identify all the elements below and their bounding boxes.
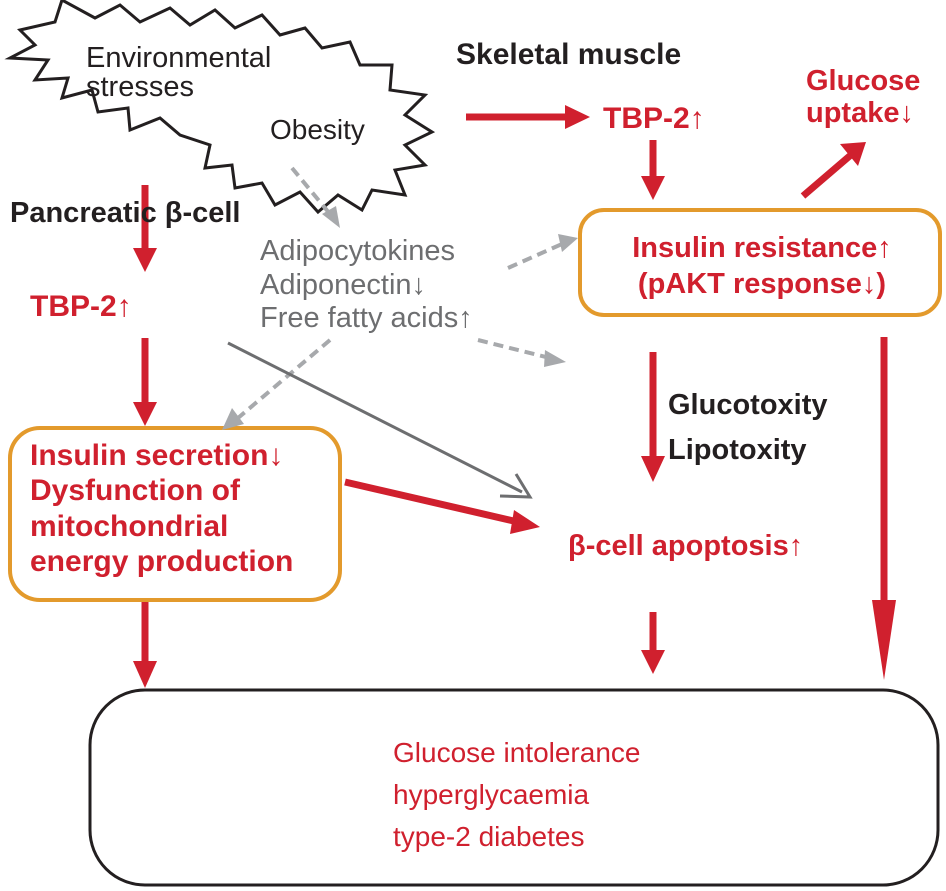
pancreas-tbp2-label: TBP-2↑	[30, 290, 132, 323]
arrow-secretion-to-outcome-head	[133, 661, 157, 688]
lipotoxity-label: Lipotoxity	[668, 433, 807, 466]
insulin-resistance-line2: (pAKT response↓)	[637, 268, 887, 301]
arrow-obesity-to-adipo-head	[322, 206, 340, 228]
gray-solid-arrow	[227, 341, 533, 499]
glucose-uptake-label: Glucose uptake↓	[806, 65, 921, 130]
insulin-secretion-box	[8, 426, 342, 602]
arrow-pancreas-tbp2-to-secretion-head	[133, 402, 157, 426]
arrow-tbp2-to-apoptosis-gray	[227, 341, 523, 494]
arrow-ffa-to-apoptosis	[477, 338, 551, 360]
glucose-uptake-line2: uptake↓	[806, 96, 914, 129]
arrow-resistance-to-outcome-head	[872, 600, 896, 680]
arrow-ffa-to-secretion	[236, 338, 332, 420]
arrow-obesity-to-adipo	[290, 166, 332, 216]
insulin-resistance-box	[578, 208, 942, 317]
cloud-text: Environmental stresses	[86, 44, 271, 102]
arrow-secretion-to-apoptosis-head	[510, 510, 540, 534]
arrow-cloud-to-muscle-tbp2-head	[565, 105, 590, 129]
glucotoxity-label: Glucotoxity	[668, 389, 828, 421]
insulin-resistance-line1: Insulin resistance↑	[632, 232, 892, 264]
arrow-ffa-to-secretion-head	[222, 408, 244, 430]
arrow-adipo-to-resistance-head	[558, 234, 578, 252]
insulin-secretion-line4: energy production	[30, 545, 294, 579]
skeletal-muscle-heading: Skeletal muscle	[456, 38, 682, 71]
free-fatty-acids-label: Free fatty acids↑	[260, 302, 473, 335]
arrow-tbp2-to-apoptosis-gray-head	[499, 473, 533, 499]
arrow-muscle-tbp2-to-resistance-head	[641, 176, 665, 200]
dashed-arrows	[222, 166, 578, 430]
type2-diabetes-label: type-2 diabetes	[393, 821, 585, 852]
outcome-box	[88, 688, 940, 887]
obesity-label: Obesity	[270, 114, 365, 145]
hyperglycaemia-label: hyperglycaemia	[393, 779, 590, 810]
arrow-ffa-to-apoptosis-head	[544, 350, 566, 367]
stresses-label: stresses	[86, 71, 194, 103]
adipocytokines-label: Adipocytokines	[260, 235, 456, 267]
environmental-label: Environmental	[86, 42, 272, 74]
arrow-adipo-to-resistance	[507, 242, 563, 270]
adiponectin-label: Adiponectin↓	[260, 268, 427, 301]
arrow-toxicity-to-apoptosis-head	[641, 456, 665, 482]
toxicity-text: Glucotoxity Lipotoxity	[668, 383, 828, 473]
insulin-secretion-text: Insulin secretion↓ Dysfunction of mitoch…	[30, 438, 293, 580]
arrow-apoptosis-to-outcome-head	[641, 650, 665, 674]
red-arrows	[133, 105, 896, 688]
arrow-resistance-to-uptake-head	[840, 142, 866, 166]
arrow-resistance-to-uptake	[800, 151, 855, 199]
insulin-resistance-text: Insulin resistance↑ (pAKT response↓)	[596, 230, 928, 303]
insulin-secretion-line1: Insulin secretion↓	[30, 439, 284, 472]
muscle-tbp2-label: TBP-2↑	[603, 102, 705, 135]
arrow-cloud-to-pancreas-tbp2-head	[133, 248, 157, 272]
arrow-secretion-to-apoptosis	[344, 478, 519, 526]
insulin-secretion-line2: Dysfunction of	[30, 474, 240, 508]
glucose-uptake-line1: Glucose	[806, 65, 921, 97]
adipose-text: Adipocytokines Adiponectin↓ Free fatty a…	[260, 235, 473, 336]
apoptosis-label: β-cell apoptosis↑	[568, 530, 804, 562]
insulin-secretion-line3: mitochondrial	[30, 509, 229, 543]
outcome-text: Glucose intolerance hyperglycaemia type-…	[393, 732, 640, 858]
glucose-intolerance-label: Glucose intolerance	[393, 737, 641, 768]
stress-cloud-shape	[4, 0, 436, 215]
pancreatic-heading: Pancreatic β-cell	[10, 197, 241, 229]
